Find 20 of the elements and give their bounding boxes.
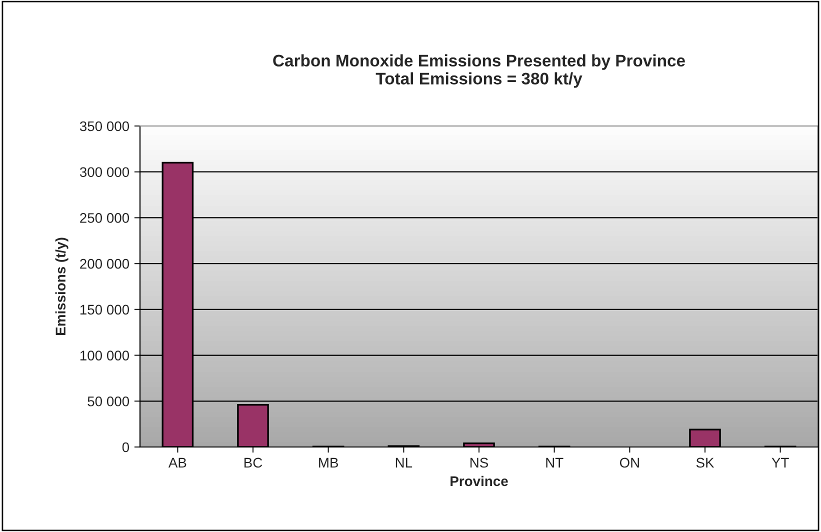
y-axis-title: Emissions (t/y) [55,238,68,335]
y-tick-label: 250 000 [80,213,130,223]
x-tick-label: ON [620,458,639,468]
x-tick-label: NT [546,458,564,468]
y-tick-label: 200 000 [80,258,130,269]
y-tick-label: 150 000 [80,304,130,315]
x-tick-label: YT [772,458,789,468]
x-tick-label: SK [696,458,714,468]
x-axis-title: Province [450,476,508,486]
x-tick-label: NL [396,458,412,468]
y-tick-label: 50 000 [88,396,130,406]
y-tick-label: 350 000 [80,121,130,132]
x-tick-label: BC [244,458,262,468]
y-tick-label: 100 000 [80,350,130,360]
x-tick-label: AB [168,458,186,468]
y-tick-label: 300 000 [80,167,130,178]
x-tick-label: NS [470,458,488,468]
chart-title: Carbon Monoxide Emissions Presented by Province Total Emissions = 380 kt/y [273,54,685,88]
x-tick-label: MB [319,458,338,468]
y-tick-label: 0 [122,442,130,452]
